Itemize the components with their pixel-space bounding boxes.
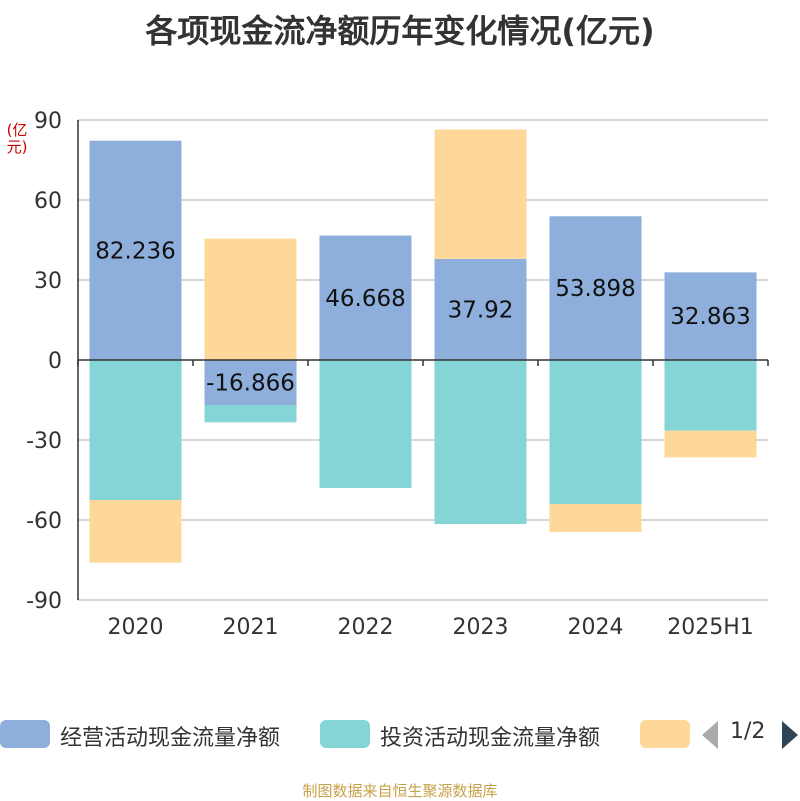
bar-series-1-2023	[434, 360, 527, 524]
data-label: 37.92	[448, 297, 514, 323]
data-label: 46.668	[325, 286, 405, 312]
bar-series-1-2021	[204, 404, 297, 423]
source-footer: 制图数据来自恒生聚源数据库	[302, 782, 498, 800]
legend-label-operating: 经营活动现金流量净额	[60, 726, 281, 751]
x-tick-label: 2024	[568, 615, 624, 640]
legend-label-investing: 投资活动现金流量净额	[380, 726, 601, 751]
chart-title: 各项现金流净额历年变化情况(亿元)	[145, 12, 655, 50]
legend-swatch-financing	[640, 720, 690, 748]
bar-series-0-2020	[89, 140, 182, 360]
y-tick-label: 60	[34, 189, 62, 214]
bar-series-1-2020	[89, 360, 182, 500]
data-label: 32.863	[670, 304, 750, 330]
bar-series-1-2024	[549, 360, 642, 504]
legend-swatch-operating	[0, 720, 50, 748]
x-tick-label: 2023	[453, 615, 509, 640]
x-tick-label: 2021	[223, 615, 279, 640]
y-tick-label: -60	[26, 509, 62, 534]
data-label: 82.236	[95, 238, 175, 264]
legend-next-page-icon[interactable]	[782, 721, 798, 749]
legend-swatch-investing	[320, 720, 370, 748]
x-tick-label: 2022	[338, 615, 394, 640]
bar-series-0-2023	[434, 258, 527, 360]
data-label: 53.898	[555, 276, 635, 302]
bar-series-2-2020	[89, 500, 182, 563]
data-label: -16.866	[206, 370, 295, 396]
y-tick-label: 0	[48, 349, 62, 374]
y-tick-label: -90	[26, 589, 62, 614]
bar-series-0-2021	[204, 360, 297, 405]
bar-series-2-2024	[549, 504, 642, 532]
x-tick-label: 2025H1	[667, 615, 754, 640]
bar-series-1-2022	[319, 360, 412, 488]
bar-series-0-2025H1	[664, 272, 757, 360]
bar-series-0-2022	[319, 235, 412, 360]
chart-plot: 90 60 30 0 -30 -60 -90 82.236 -16.866 46.668 37.92…	[26, 109, 769, 640]
bar-series-1-2025H1	[664, 360, 757, 431]
bar-series-2-2023	[434, 129, 527, 259]
y-axis-unit-label: (亿元)	[6, 121, 28, 156]
bar-series-0-2024	[549, 216, 642, 360]
y-tick-label: 90	[34, 109, 62, 134]
bar-series-2-2021	[204, 238, 297, 360]
x-tick-label: 2020	[108, 615, 164, 640]
bar-series-2-2025H1	[664, 430, 757, 458]
y-tick-label: -30	[26, 429, 62, 454]
y-tick-label: 30	[34, 269, 62, 294]
legend-prev-page-icon[interactable]	[702, 721, 718, 749]
legend-page-indicator: 1/2	[730, 719, 766, 744]
